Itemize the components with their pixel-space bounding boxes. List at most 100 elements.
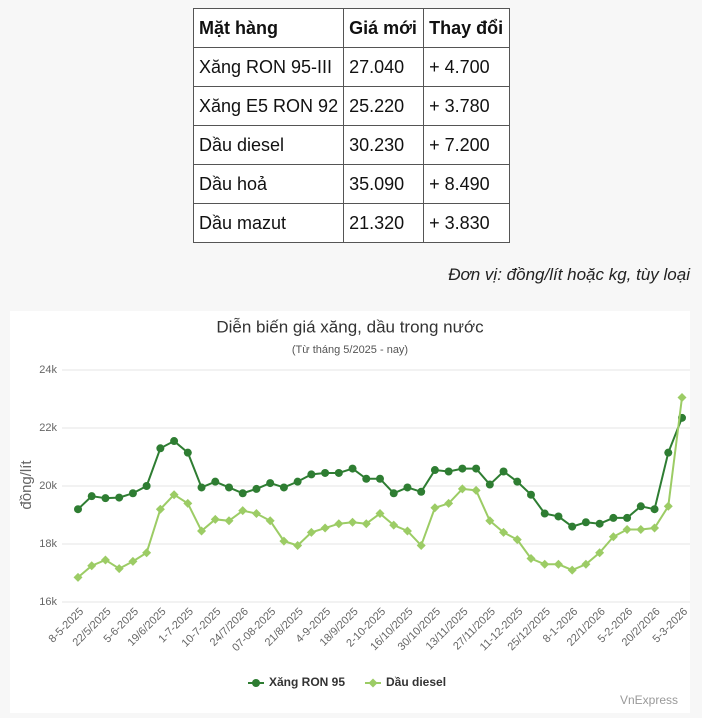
point [608, 532, 618, 542]
table-cell: + 8.490 [423, 164, 511, 204]
table-row: Dầu hoả 35.090 + 8.490 [192, 164, 511, 204]
point [183, 448, 192, 457]
point [540, 509, 549, 518]
point [306, 527, 316, 537]
point [623, 513, 632, 522]
point [636, 502, 645, 511]
point [457, 484, 467, 494]
table-cell: Dầu hoả [192, 164, 345, 204]
point [375, 509, 385, 519]
credit: VnExpress [620, 693, 678, 707]
legend-label: Xăng RON 95 [269, 675, 345, 689]
point [114, 564, 124, 574]
point [156, 444, 165, 453]
point [115, 493, 124, 502]
point [87, 492, 96, 501]
point [567, 565, 577, 575]
point [362, 474, 371, 483]
point [472, 464, 481, 473]
point [595, 548, 605, 558]
point [183, 498, 193, 508]
table-cell: 27.040 [343, 47, 425, 87]
point [568, 522, 577, 531]
point [142, 482, 151, 490]
point [197, 526, 207, 536]
point [581, 518, 590, 527]
price-table: Mặt hàng Giá mới Thay đổi Xăng RON 95-III 27… [192, 8, 511, 243]
point [210, 514, 220, 524]
point [499, 467, 508, 476]
point [279, 536, 289, 546]
table-cell: Xăng E5 RON 92 [192, 86, 345, 126]
point [650, 523, 660, 533]
chart-card: Diễn biến giá xăng, dầu trong nước (Từ t… [10, 311, 690, 713]
y-tick-label: 18k [39, 538, 57, 550]
point [553, 559, 563, 569]
point [251, 509, 261, 519]
point [334, 468, 343, 477]
point [73, 572, 83, 582]
table-cell: 30.230 [343, 125, 425, 165]
point [155, 504, 165, 514]
point [252, 484, 261, 493]
point [361, 519, 371, 529]
point [444, 498, 454, 508]
table-cell: Xăng RON 95-III [192, 47, 345, 87]
table-cell: Dầu diesel [192, 125, 345, 165]
point [458, 464, 467, 473]
point [512, 535, 522, 545]
point [513, 477, 522, 486]
point [238, 489, 247, 498]
point [169, 490, 179, 500]
chart-title: Diễn biến giá xăng, dầu trong nước [216, 317, 484, 336]
point [403, 483, 412, 492]
point [485, 480, 494, 489]
chart-subtitle: (Từ tháng 5/2025 - nay) [292, 344, 408, 356]
table-cell: + 3.780 [423, 86, 511, 126]
point [499, 527, 509, 537]
point [101, 494, 110, 503]
point [389, 520, 399, 530]
point [238, 506, 248, 516]
header-row: Mặt hàng Giá mới Thay đổi [192, 8, 511, 48]
point [417, 487, 426, 496]
y-axis-label: đồng/lít [18, 460, 35, 510]
y-tick-label: 24k [39, 364, 57, 376]
point [320, 523, 330, 533]
point [554, 512, 563, 521]
point [664, 448, 673, 457]
point [128, 489, 137, 498]
point [540, 559, 550, 569]
unit-note: Đơn vị: đồng/lít hoặc kg, tùy loại [448, 265, 690, 284]
point [471, 485, 481, 495]
table-cell: + 3.830 [423, 203, 511, 243]
point [211, 477, 220, 486]
point [376, 474, 384, 483]
point [100, 555, 110, 565]
point [485, 516, 495, 526]
point [279, 483, 288, 492]
point [266, 479, 275, 488]
table-cell: 21.320 [343, 203, 425, 243]
point [581, 559, 591, 569]
point [402, 526, 412, 536]
y-tick-label: 22k [39, 422, 57, 434]
table-cell: + 7.200 [423, 125, 511, 165]
point [526, 554, 536, 563]
point [609, 513, 618, 522]
point [595, 519, 604, 528]
legend-marker [368, 678, 378, 688]
point [622, 525, 632, 534]
point [307, 470, 316, 479]
point [334, 519, 344, 529]
point [650, 505, 659, 514]
chart: Diễn biến giá xăng, dầu trong nước (Từ t… [18, 317, 690, 707]
point [321, 468, 330, 477]
point [265, 516, 275, 526]
point [416, 540, 426, 550]
point [348, 464, 357, 473]
table-row: Xăng E5 RON 92 25.220 + 3.780 [192, 86, 511, 126]
point [527, 490, 535, 499]
point [293, 477, 302, 486]
point [636, 525, 646, 534]
